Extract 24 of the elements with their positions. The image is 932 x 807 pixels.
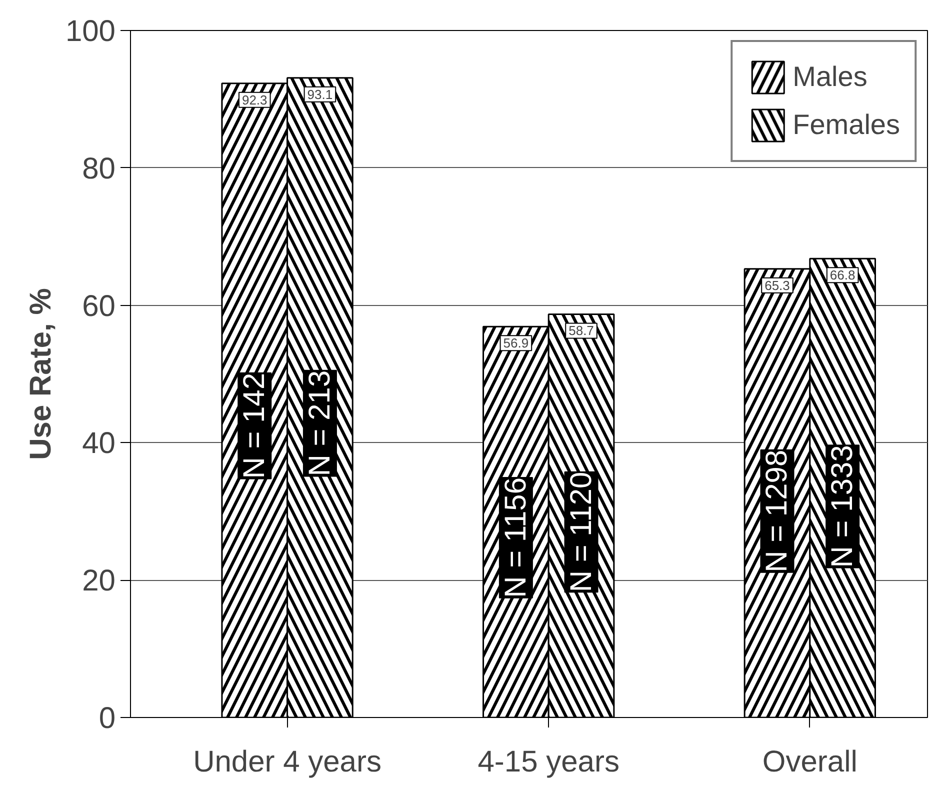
legend-label: Females [792, 109, 900, 141]
data-label: 56.9 [503, 336, 529, 351]
data-label: 58.7 [568, 323, 594, 338]
x-tick-label: Under 4 years [193, 746, 382, 778]
y-tick-label: 40 [82, 427, 116, 460]
data-label: 93.1 [307, 86, 333, 102]
annotation: N = 142 [238, 372, 272, 479]
y-tick-label: 20 [82, 564, 116, 598]
data-label: 66.8 [830, 268, 856, 283]
annotation: N = 1298 [760, 450, 794, 572]
annotation: N = 1156 [499, 477, 532, 598]
data-label: 65.3 [764, 278, 790, 293]
annotation: N = 1120 [564, 472, 598, 592]
y-axis-title: Use Rate, % [24, 288, 58, 460]
annotation: N = 213 [303, 370, 336, 476]
data-label: 92.3 [242, 92, 268, 108]
x-tick-label: 4-15 years [478, 746, 620, 778]
y-tick-label: 80 [82, 152, 116, 186]
annotation: N = 1333 [826, 445, 860, 568]
x-tick-label: Overall [762, 746, 858, 778]
y-tick-label: 100 [65, 15, 116, 48]
legend-label: Males [792, 61, 868, 93]
y-tick-label: 60 [82, 290, 116, 323]
y-tick-label: 0 [98, 702, 116, 735]
